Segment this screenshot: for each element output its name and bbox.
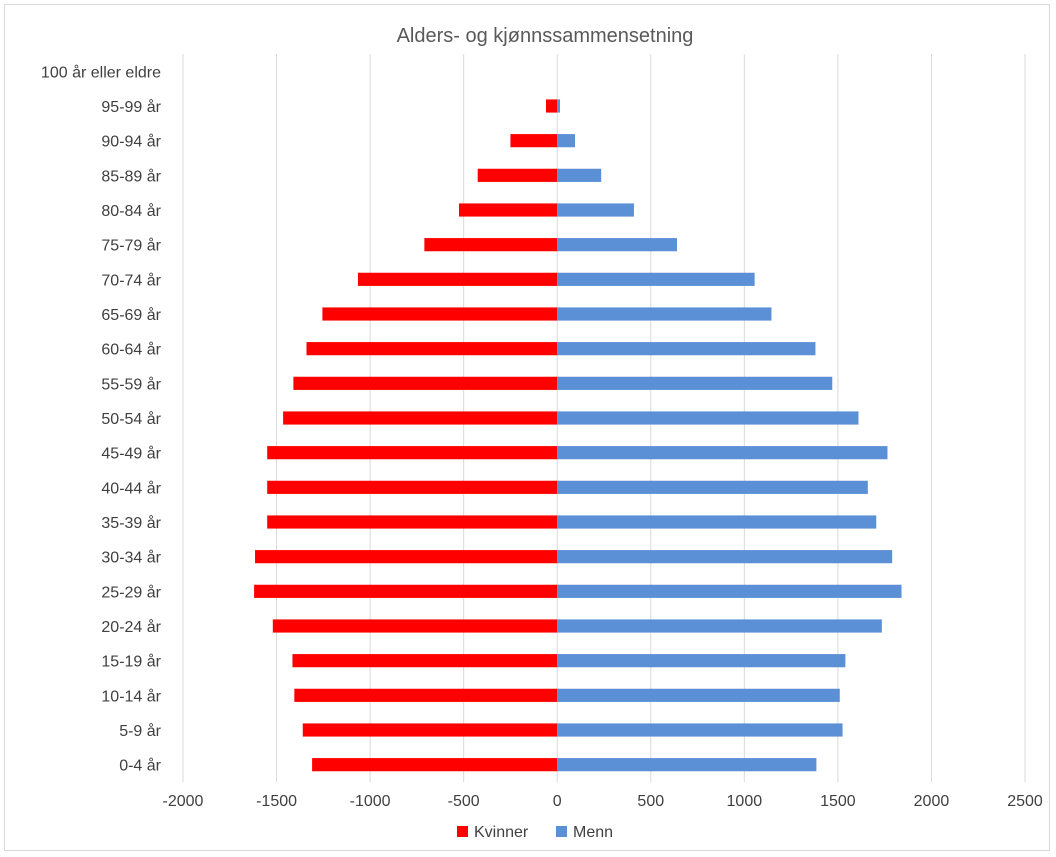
bar-kvinner: [267, 446, 558, 460]
y-category-label: 65-69 år: [101, 306, 161, 324]
bar-menn: [557, 654, 846, 668]
bar-kvinner: [545, 99, 558, 113]
bars-layer: [254, 99, 902, 772]
legend-label-menn: Menn: [573, 824, 613, 841]
bar-menn: [557, 688, 840, 702]
bar-menn: [557, 584, 902, 598]
bar-menn: [557, 168, 602, 182]
bar-menn: [557, 134, 575, 148]
y-category-label: 25-29 år: [101, 583, 161, 601]
x-tick-label: 0: [553, 793, 562, 810]
y-category-label: 20-24 år: [101, 618, 161, 636]
y-category-label: 35-39 år: [101, 514, 161, 532]
y-category-label: 10-14 år: [101, 687, 161, 705]
bar-menn: [557, 550, 893, 564]
bar-kvinner: [283, 411, 558, 425]
bar-menn: [557, 619, 882, 633]
x-tick-label: 2500: [1007, 793, 1043, 810]
y-category-label: 100 år eller eldre: [41, 63, 161, 81]
y-category-label: 80-84 år: [101, 202, 161, 220]
y-category-label: 50-54 år: [101, 410, 161, 428]
bar-kvinner: [293, 376, 558, 390]
y-category-label: 0-4 år: [119, 757, 161, 775]
bar-kvinner: [292, 654, 558, 668]
bar-kvinner: [267, 515, 558, 529]
legend-swatch-kvinner: [457, 826, 468, 837]
y-category-label: 75-79 år: [101, 237, 161, 255]
legend-label-kvinner: Kvinner: [474, 824, 529, 841]
bar-menn: [557, 480, 868, 494]
bar-kvinner: [255, 550, 558, 564]
bar-kvinner: [272, 619, 558, 633]
bar-menn: [557, 203, 634, 217]
x-tick-label: 1500: [820, 793, 856, 810]
bar-kvinner: [510, 134, 558, 148]
value-axis: -2000 -1500 -1000 -500 0 500 1000 1500 2000 2500: [163, 793, 1043, 810]
x-tick-label: 1000: [727, 793, 763, 810]
bar-kvinner: [322, 307, 558, 321]
y-category-label: 30-34 år: [101, 549, 161, 567]
bar-kvinner: [477, 168, 558, 182]
bar-menn: [557, 307, 772, 321]
bar-menn: [557, 238, 677, 252]
y-category-label: 70-74 år: [101, 271, 161, 289]
y-category-label: 45-49 år: [101, 445, 161, 463]
bar-kvinner: [254, 584, 558, 598]
y-category-label: 95-99 år: [101, 98, 161, 116]
bar-menn: [557, 272, 755, 286]
legend: Kvinner Menn: [457, 824, 613, 841]
bar-kvinner: [458, 203, 558, 217]
y-category-label: 40-44 år: [101, 479, 161, 497]
x-tick-label: -1000: [350, 793, 391, 810]
bar-menn: [557, 446, 888, 460]
bar-kvinner: [312, 758, 558, 772]
bar-menn: [557, 723, 843, 737]
bar-menn: [557, 99, 561, 113]
x-tick-label: -500: [448, 793, 480, 810]
y-category-label: 55-59 år: [101, 375, 161, 393]
chart-title: Alders- og kjønnssammensetning: [397, 25, 694, 47]
bar-menn: [557, 376, 833, 390]
bar-kvinner: [267, 480, 558, 494]
bar-kvinner: [294, 688, 558, 702]
x-tick-label: -1500: [256, 793, 297, 810]
bar-menn: [557, 515, 877, 529]
bar-menn: [557, 411, 859, 425]
legend-swatch-menn: [556, 826, 567, 837]
y-category-label: 5-9 år: [119, 722, 161, 740]
bar-kvinner: [302, 723, 558, 737]
x-tick-label: 500: [637, 793, 664, 810]
y-category-label: 90-94 år: [101, 133, 161, 151]
bar-kvinner: [306, 342, 558, 356]
x-tick-label: 2000: [914, 793, 950, 810]
bar-menn: [557, 758, 817, 772]
bar-kvinner: [357, 272, 558, 286]
y-category-label: 15-19 år: [101, 653, 161, 671]
category-axis: 0-4 år 5-9 år 10-14 år 15-19 år 20-24 år 25-2…: [41, 63, 162, 774]
bar-menn: [557, 342, 816, 356]
y-category-label: 85-89 år: [101, 167, 161, 185]
bar-kvinner: [424, 238, 558, 252]
x-tick-label: -2000: [163, 793, 204, 810]
y-category-label: 60-64 år: [101, 341, 161, 359]
